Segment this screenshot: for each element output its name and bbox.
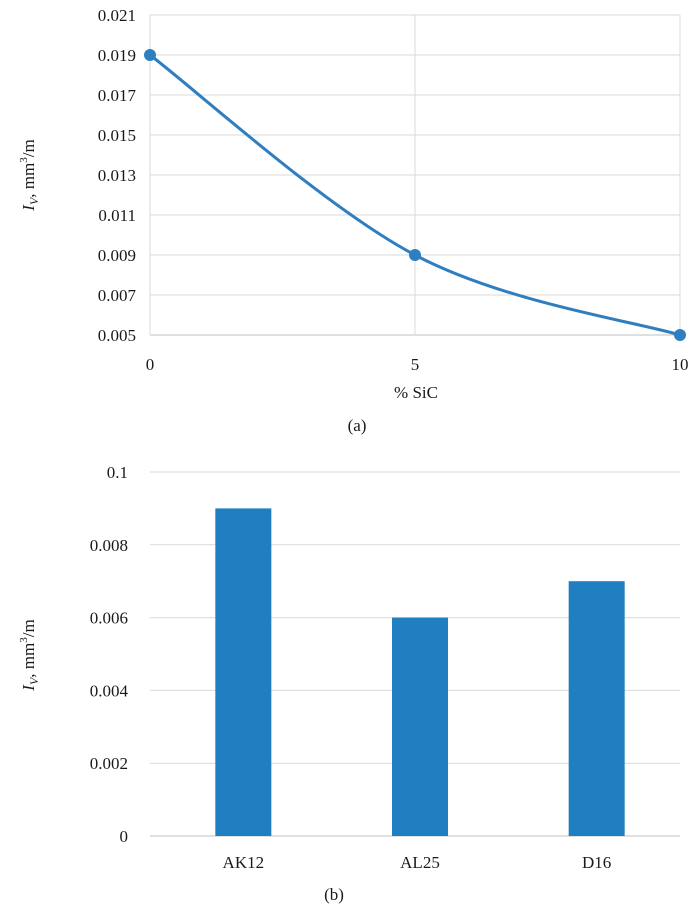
line-chart-a-y-tick-label: 0.021: [98, 6, 136, 25]
line-chart-a-y-tick-label: 0.017: [98, 86, 137, 105]
bar-chart-b-bar: [568, 581, 625, 836]
bar-chart-b-category-label: AK12: [223, 853, 265, 872]
line-chart-a-y-tick-label: 0.005: [98, 326, 136, 345]
line-chart-a-points: [144, 49, 686, 341]
line-chart-a-x-tick-label: 10: [672, 355, 689, 374]
line-chart-a-y-tick-label: 0.007: [98, 286, 137, 305]
bar-chart-b-caption: (b): [324, 885, 344, 904]
bar-chart-b-y-tick-label: 0.008: [90, 536, 128, 555]
line-chart-a-y-tick-labels: 0.005 0.007 0.009 0.011 0.013 0.015 0.017 0.019…: [98, 6, 137, 345]
line-chart-a-data-point: [674, 329, 686, 341]
bar-chart-b-y-axis-title: IV, mm3/m: [18, 619, 41, 691]
bar-chart-b-y-tick-label: 0.1: [107, 463, 128, 482]
bar-chart-b-y-tick-labels: 0 0.002 0.004 0.006 0.008 0.1: [90, 463, 129, 846]
bar-chart-b-category-label: D16: [582, 853, 611, 872]
bar-chart-b-category-labels: AK12 AL25 D16: [223, 853, 612, 872]
line-chart-a-data-point: [144, 49, 156, 61]
line-chart-a-y-tick-label: 0.015: [98, 126, 136, 145]
line-chart-a: 0.005 0.007 0.009 0.011 0.013 0.015 0.017 0.019…: [18, 6, 689, 435]
bar-chart-b-y-tick-label: 0.004: [90, 681, 129, 700]
line-chart-a-data-point: [409, 249, 421, 261]
line-chart-a-x-axis-title: % SiC: [394, 383, 438, 402]
bar-chart-b-y-tick-label: 0.002: [90, 754, 128, 773]
bar-chart-b-category-label: AL25: [400, 853, 440, 872]
line-chart-a-y-tick-label: 0.013: [98, 166, 136, 185]
bar-chart-b-bar: [392, 617, 448, 836]
line-chart-a-y-tick-label: 0.009: [98, 246, 136, 265]
bar-chart-b-y-tick-label: 0.006: [90, 609, 128, 628]
line-chart-a-x-tick-label: 5: [411, 355, 420, 374]
bar-chart-b-bar: [215, 508, 272, 836]
bar-chart-b-bars: [215, 508, 625, 836]
line-chart-a-gridlines: [149, 14, 681, 336]
bar-chart-b-y-tick-label: 0: [120, 827, 129, 846]
line-chart-a-caption: (a): [348, 416, 367, 435]
line-chart-a-y-tick-label: 0.011: [98, 206, 136, 225]
line-chart-a-x-tick-labels: 0 5 10: [146, 355, 689, 374]
line-chart-a-x-tick-label: 0: [146, 355, 155, 374]
bar-chart-b: 0 0.002 0.004 0.006 0.008 0.1 AK12 AL25 D16 IV,…: [18, 463, 680, 904]
line-chart-a-y-axis-title: IV, mm3/m: [18, 139, 41, 211]
line-chart-a-y-tick-label: 0.019: [98, 46, 136, 65]
